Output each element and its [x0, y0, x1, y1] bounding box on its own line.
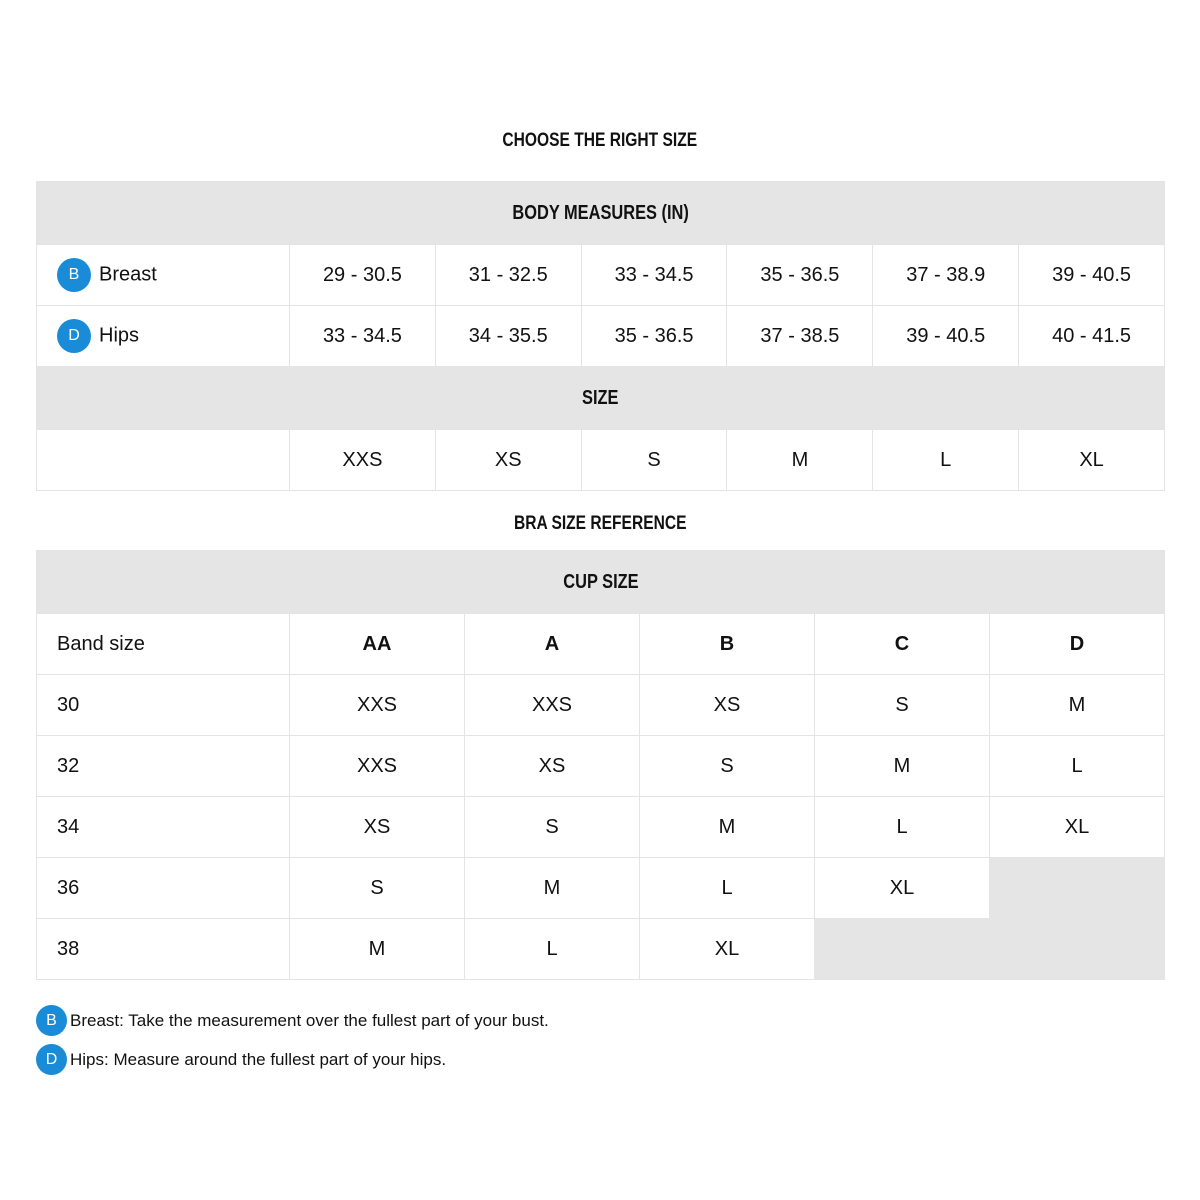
body-measures-table: BODY MEASURES (IN) B Breast 29 - 30.5 31 - …: [36, 181, 1165, 491]
bra-size-table: CUP SIZE Band size AA A B C D 30 XXS XXS XS S M 32 X…: [36, 550, 1165, 980]
size-cell: XL: [989, 796, 1165, 858]
size-cell: XS: [289, 796, 465, 858]
size-cell: XXS: [289, 429, 436, 491]
page-title: CHOOSE THE RIGHT SIZE: [502, 130, 698, 151]
body-measures-header: BODY MEASURES (IN): [36, 181, 1165, 245]
bra-reference-title: BRA SIZE REFERENCE: [513, 513, 687, 534]
measure-cell: 40 - 41.5: [1018, 305, 1165, 367]
size-cell: S: [580, 429, 728, 491]
empty-cell: [989, 857, 1165, 919]
size-cell: XS: [434, 429, 582, 491]
measure-cell: 35 - 36.5: [580, 305, 728, 367]
table-row: 32 XXS XS S M L: [36, 735, 1165, 797]
band-size-cell: 36: [36, 857, 290, 919]
hips-badge-icon: D: [36, 1044, 67, 1075]
size-cell: M: [464, 857, 640, 919]
size-cell: XL: [814, 857, 990, 919]
size-cell: L: [989, 735, 1165, 797]
band-size-cell: 38: [36, 918, 290, 980]
size-cell: XL: [639, 918, 815, 980]
size-cell: M: [989, 674, 1165, 736]
size-cell: L: [639, 857, 815, 919]
empty-cell: [36, 429, 290, 491]
cup-header-cell: AA: [289, 613, 465, 675]
measure-cell: 35 - 36.5: [726, 244, 874, 306]
measure-cell: 33 - 34.5: [580, 244, 728, 306]
size-cell: XXS: [289, 674, 465, 736]
measure-cell: 39 - 40.5: [1018, 244, 1165, 306]
measure-cell: 31 - 32.5: [434, 244, 582, 306]
table-row: 34 XS S M L XL: [36, 796, 1165, 858]
size-cell: M: [639, 796, 815, 858]
table-row: D Hips 33 - 34.5 34 - 35.5 35 - 36.5 37 - 38.…: [36, 305, 1165, 367]
measure-cell: 33 - 34.5: [289, 305, 436, 367]
band-size-cell: 32: [36, 735, 290, 797]
size-cell: S: [814, 674, 990, 736]
size-cell: S: [289, 857, 465, 919]
measure-cell: 39 - 40.5: [872, 305, 1020, 367]
measure-cell: 37 - 38.9: [872, 244, 1020, 306]
band-size-cell: 30: [36, 674, 290, 736]
size-row: XXS XS S M L XL: [36, 429, 1165, 491]
cup-header-row: Band size AA A B C D: [36, 613, 1165, 675]
table-row: B Breast 29 - 30.5 31 - 32.5 33 - 34.5 35 - 3…: [36, 244, 1165, 306]
band-size-cell: 34: [36, 796, 290, 858]
size-cell: XL: [1018, 429, 1165, 491]
size-header: SIZE: [36, 366, 1165, 430]
size-cell: M: [726, 429, 874, 491]
note-breast: B Breast: Take the measurement over the f…: [36, 1005, 549, 1036]
size-cell: XXS: [289, 735, 465, 797]
measure-label: B Breast: [36, 244, 290, 306]
size-cell: L: [872, 429, 1020, 491]
cup-header-cell: A: [464, 613, 640, 675]
size-cell: XS: [639, 674, 815, 736]
size-cell: XS: [464, 735, 640, 797]
cup-header-cell: B: [639, 613, 815, 675]
note-hips: D Hips: Measure around the fullest part o…: [36, 1044, 446, 1075]
cup-header-cell: C: [814, 613, 990, 675]
breast-badge-icon: B: [57, 258, 91, 292]
size-cell: S: [639, 735, 815, 797]
table-row: 36 S M L XL: [36, 857, 1165, 919]
table-row: 38 M L XL: [36, 918, 1165, 980]
size-cell: M: [289, 918, 465, 980]
measure-label: D Hips: [36, 305, 290, 367]
breast-badge-icon: B: [36, 1005, 67, 1036]
size-cell: M: [814, 735, 990, 797]
size-cell: S: [464, 796, 640, 858]
measure-cell: 34 - 35.5: [434, 305, 582, 367]
size-cell: L: [814, 796, 990, 858]
cup-size-header: CUP SIZE: [36, 550, 1165, 614]
cup-header-cell: D: [989, 613, 1165, 675]
table-row: 30 XXS XXS XS S M: [36, 674, 1165, 736]
band-size-label: Band size: [36, 613, 290, 675]
size-cell: L: [464, 918, 640, 980]
hips-badge-icon: D: [57, 319, 91, 353]
empty-cell: [989, 918, 1165, 980]
empty-cell: [814, 918, 990, 980]
measure-cell: 29 - 30.5: [289, 244, 436, 306]
size-cell: XXS: [464, 674, 640, 736]
measure-cell: 37 - 38.5: [726, 305, 874, 367]
